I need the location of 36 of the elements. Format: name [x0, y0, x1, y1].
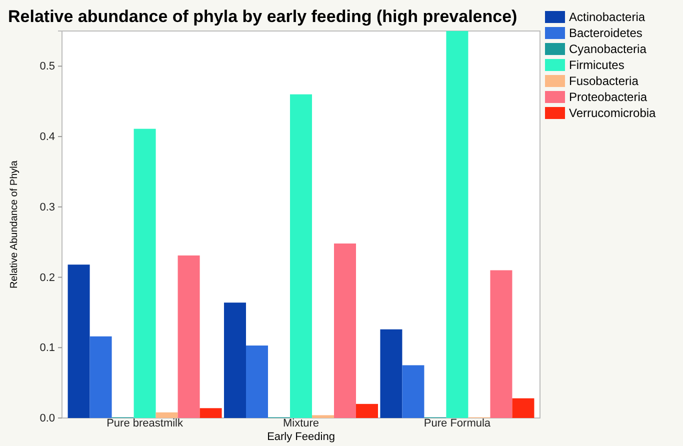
bar: [90, 336, 112, 418]
x-axis-title: Early Feeding: [267, 431, 335, 443]
bar: [246, 346, 268, 418]
bar: [490, 270, 512, 418]
bar: [156, 412, 178, 418]
bar: [200, 408, 222, 418]
legend-label: Firmicutes: [569, 58, 624, 72]
x-tick-label: Pure breastmilk: [106, 418, 184, 430]
bar: [446, 31, 468, 418]
bar: [512, 398, 534, 418]
legend-label: Proteobacteria: [569, 90, 648, 104]
bar: [178, 255, 200, 418]
y-tick-label: 0.1: [40, 342, 55, 354]
bar: [356, 404, 378, 418]
y-tick-label: 0.3: [40, 201, 55, 214]
bar: [134, 128, 156, 418]
bar: [380, 329, 402, 418]
legend-label: Cyanobacteria: [569, 42, 647, 56]
y-tick-label: 0.0: [40, 412, 55, 425]
bar: [334, 244, 356, 418]
chart-title: Relative abundance of phyla by early feeding (high prevalence): [8, 7, 518, 26]
y-tick-label: 0.4: [40, 131, 55, 144]
bar: [290, 94, 312, 418]
y-tick-label: 0.2: [40, 272, 55, 284]
bar: [312, 415, 334, 418]
legend-label: Verrucomicrobia: [569, 106, 656, 120]
legend-label: Fusobacteria: [569, 74, 639, 88]
bar: [402, 365, 424, 418]
x-tick-label: Pure Formula: [424, 418, 492, 430]
bar: [68, 264, 90, 418]
x-tick-label: Mixture: [282, 418, 320, 430]
bar: [224, 302, 246, 418]
legend-label: Actinobacteria: [569, 10, 646, 24]
y-axis-title: Relative Abundance of Phyla: [9, 160, 20, 288]
legend-label: Bacteroidetes: [569, 26, 642, 40]
y-tick-label: 0.5: [40, 60, 55, 73]
